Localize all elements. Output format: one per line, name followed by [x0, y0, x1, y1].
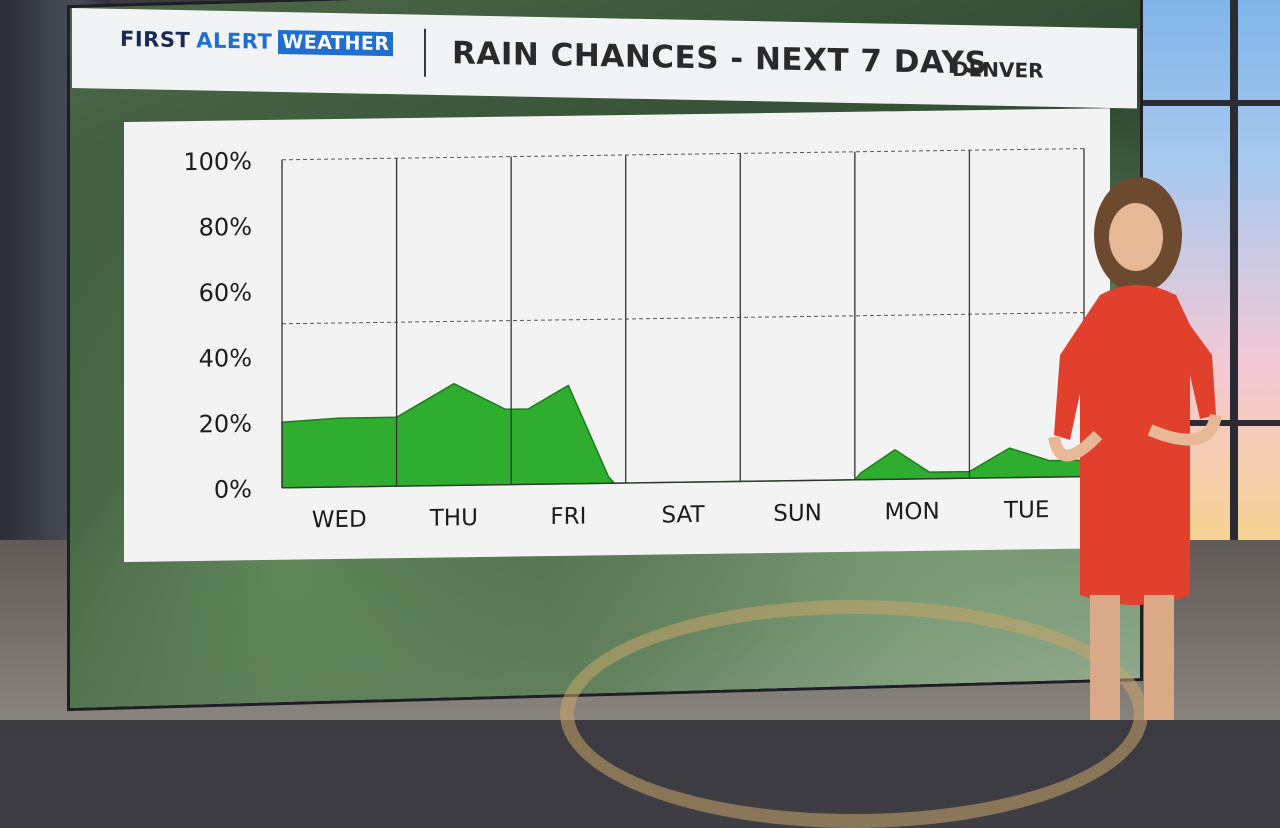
y-tick-label: 20%	[199, 410, 252, 439]
y-tick-label: 80%	[199, 213, 252, 242]
x-tick-label-mon: MON	[885, 499, 940, 526]
chart-title: RAIN CHANCES - NEXT 7 DAYS	[452, 35, 988, 82]
brand-first: FIRST	[120, 26, 191, 53]
x-tick-label-thu: THU	[429, 505, 478, 532]
y-tick-label: 40%	[199, 344, 252, 373]
y-tick-label: 0%	[214, 475, 252, 504]
x-tick-label-sat: SAT	[661, 502, 705, 529]
brand-weather: WEATHER	[278, 29, 394, 57]
y-tick-label: 60%	[199, 278, 252, 307]
chart-panel: 100% 80% 60% 40% 20% 0% WED THU FRI SAT SUN MON TUE	[124, 108, 1110, 563]
brand-logo: FIRST ALERT WEATHER	[120, 26, 394, 57]
brand-alert: ALERT	[196, 28, 273, 54]
x-tick-label-wed: WED	[312, 507, 367, 534]
x-tick-label-sun: SUN	[773, 500, 822, 527]
x-tick-label-tue: TUE	[1003, 497, 1049, 524]
rain-chance-area	[281, 382, 1085, 489]
gridline-50	[282, 312, 1084, 325]
x-tick-label-fri: FRI	[550, 504, 586, 531]
y-tick-label: 100%	[183, 147, 252, 176]
x-axis-baseline	[282, 475, 1084, 489]
gridline-100	[282, 148, 1084, 161]
presenter	[1048, 177, 1222, 720]
rain-chance-chart: 100% 80% 60% 40% 20% 0% WED THU FRI SAT SUN MON TUE	[183, 147, 1085, 534]
title-divider	[424, 28, 426, 77]
location-label: DENVER	[952, 56, 1044, 83]
